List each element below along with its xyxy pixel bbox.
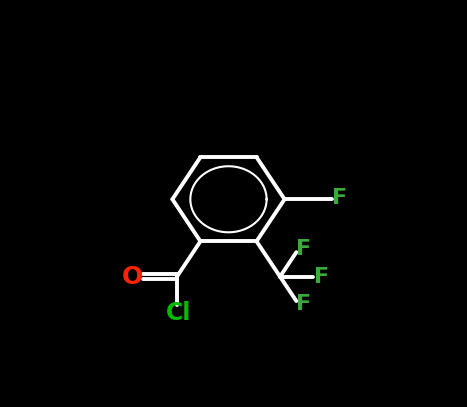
Text: O: O: [122, 265, 143, 289]
Text: F: F: [314, 267, 329, 287]
Text: F: F: [296, 294, 311, 314]
Text: F: F: [296, 239, 311, 259]
Text: F: F: [332, 188, 347, 208]
Text: Cl: Cl: [166, 301, 191, 325]
